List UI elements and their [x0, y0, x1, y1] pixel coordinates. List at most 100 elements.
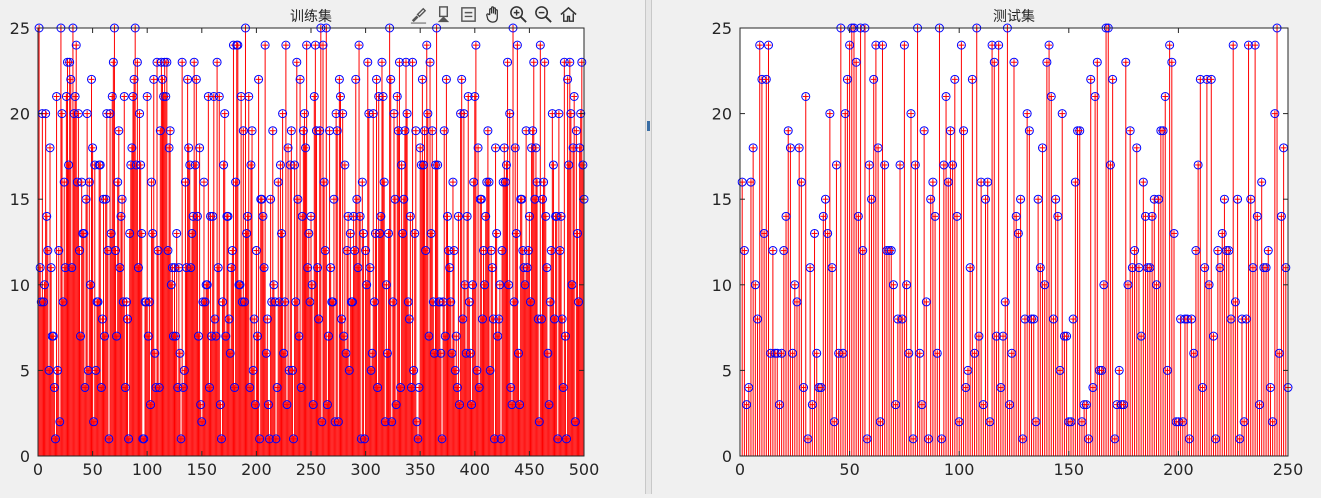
data-point	[952, 211, 962, 221]
data-point	[337, 314, 347, 324]
marker-circle	[569, 91, 579, 101]
data-point	[565, 57, 575, 67]
data-point	[121, 297, 131, 307]
data-point	[309, 91, 319, 101]
marker-circle	[197, 417, 207, 427]
data-point	[744, 383, 754, 393]
data-point	[816, 383, 826, 393]
marker-circle	[144, 297, 154, 307]
axes-box	[739, 27, 1289, 457]
marker-circle	[801, 91, 811, 101]
data-point	[845, 40, 855, 50]
splitter-grip	[647, 121, 650, 131]
marker-circle	[298, 126, 308, 136]
marker-circle	[223, 211, 233, 221]
marker-circle	[166, 280, 176, 290]
zoom-out-icon[interactable]	[533, 3, 554, 25]
marker-circle	[119, 91, 129, 101]
marker-circle	[91, 365, 101, 375]
marker-circle	[88, 143, 98, 153]
marker-circle	[233, 40, 243, 50]
legend-icon[interactable]	[458, 3, 479, 25]
brush-icon[interactable]	[408, 3, 429, 25]
data-point	[495, 280, 505, 290]
data-point	[956, 40, 966, 50]
chart-title: 训练集	[290, 8, 332, 25]
data-point	[214, 91, 224, 101]
data-point	[520, 280, 530, 290]
marker-circle	[204, 383, 214, 393]
marker-circle	[1136, 331, 1146, 341]
window-splitter[interactable]	[645, 0, 652, 494]
data-point	[455, 400, 465, 410]
marker-circle	[189, 57, 199, 67]
marker-circle	[897, 314, 907, 324]
marker-circle	[388, 297, 398, 307]
data-point	[1013, 228, 1023, 238]
data-point	[101, 194, 111, 204]
marker-circle	[254, 74, 264, 84]
marker-circle	[244, 91, 254, 101]
data-point	[1031, 417, 1041, 427]
data-point	[360, 434, 370, 444]
data-cursor-icon[interactable]	[433, 3, 454, 25]
marker-circle	[341, 348, 351, 358]
data-point	[263, 400, 273, 410]
marker-circle	[334, 74, 344, 84]
marker-circle	[344, 365, 354, 375]
marker-circle	[365, 263, 375, 273]
marker-circle	[877, 40, 887, 50]
marker-circle	[259, 263, 269, 273]
marker-circle	[246, 160, 256, 170]
data-point	[1053, 211, 1063, 221]
marker-circle	[277, 228, 287, 238]
x-tick-label: 0	[735, 460, 745, 479]
marker-circle	[1018, 434, 1028, 444]
data-point	[368, 109, 378, 119]
data-point	[794, 143, 804, 153]
data-point	[154, 383, 164, 393]
data-point	[65, 57, 75, 67]
marker-circle	[218, 297, 228, 307]
data-point	[1090, 91, 1100, 101]
marker-circle	[1230, 297, 1240, 307]
data-point	[162, 57, 172, 67]
data-point	[1215, 263, 1225, 273]
marker-circle	[362, 280, 372, 290]
pan-icon[interactable]	[483, 3, 504, 25]
marker-circle	[928, 177, 938, 187]
data-point	[235, 280, 245, 290]
data-point	[358, 228, 368, 238]
data-point	[183, 74, 193, 84]
data-point	[242, 228, 252, 238]
marker-circle	[418, 160, 428, 170]
data-point	[248, 365, 258, 375]
marker-circle	[1084, 434, 1094, 444]
home-icon[interactable]	[558, 3, 579, 25]
marker-circle	[1110, 434, 1120, 444]
marker-circle	[184, 143, 194, 153]
data-point	[1235, 434, 1245, 444]
data-point	[759, 228, 769, 238]
zoom-in-icon[interactable]	[508, 3, 529, 25]
marker-circle	[476, 194, 486, 204]
data-point	[557, 314, 567, 324]
marker-circle	[369, 297, 379, 307]
marker-circle	[376, 211, 386, 221]
marker-circle	[281, 40, 291, 50]
marker-circle	[509, 297, 519, 307]
x-tick-label: 0	[33, 460, 43, 479]
marker-circle	[149, 74, 159, 84]
data-point	[260, 40, 270, 50]
marker-circle	[433, 160, 443, 170]
marker-circle	[302, 40, 312, 50]
data-point	[1263, 246, 1273, 256]
data-point	[763, 40, 773, 50]
data-point	[761, 74, 771, 84]
marker-circle	[238, 126, 248, 136]
data-point	[377, 57, 387, 67]
marker-circle	[472, 365, 482, 375]
marker-circle	[779, 246, 789, 256]
marker-circle	[439, 126, 449, 136]
data-point	[1086, 74, 1096, 84]
